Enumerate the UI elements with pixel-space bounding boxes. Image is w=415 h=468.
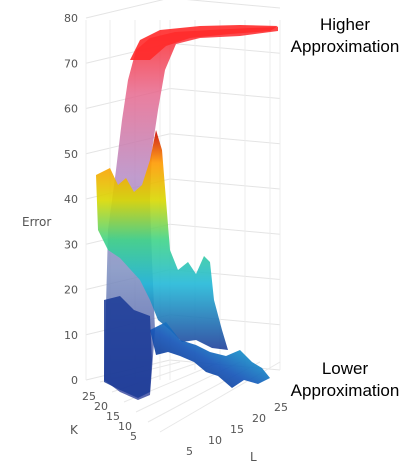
k-tick-label-1: 20 <box>94 400 108 413</box>
z-grid-right-5 <box>169 133 281 145</box>
l-tick-label-4: 25 <box>274 401 288 414</box>
l-tick-label-3: 20 <box>252 412 266 425</box>
surface-ridge-mid <box>96 130 228 350</box>
z-grid-right-6 <box>169 88 281 99</box>
annotation-lower: Lower Approximation <box>290 358 400 402</box>
l-tick-label-2: 15 <box>230 423 244 436</box>
z-grid-right-8 <box>186 0 281 9</box>
z-tick-label-1: 10 <box>64 329 78 342</box>
k-tick-label-2: 15 <box>106 410 120 423</box>
annotation-higher-line1: Higher <box>319 15 371 34</box>
k-tick-label-3: 10 <box>118 420 132 433</box>
error-surface <box>96 25 278 400</box>
z-grid-right-4 <box>169 178 281 190</box>
surface-lower <box>150 322 270 388</box>
z-tick-label-7: 70 <box>64 57 78 70</box>
k-tick-label-0: 25 <box>82 390 96 403</box>
l-tick-label-1: 10 <box>208 434 222 447</box>
surface-lower-front <box>104 296 152 398</box>
l-axis-title: L <box>250 450 257 464</box>
l-tick-label-0: 5 <box>186 445 193 458</box>
k-tick-label-4: 5 <box>130 430 137 443</box>
z-tick-label-8: 80 <box>64 12 78 25</box>
annotation-higher-line2: Approximation <box>290 37 400 56</box>
z-tick-label-4: 40 <box>64 193 78 206</box>
annotation-lower-line1: Lower <box>321 359 369 378</box>
z-tick-label-2: 20 <box>64 284 78 297</box>
z-grid-right-7 <box>169 42 281 54</box>
z-grid-left-8 <box>85 0 164 19</box>
z-axis-title: Error <box>22 215 51 229</box>
surface-ridge-top <box>130 25 278 60</box>
annotation-higher: Higher Approximation <box>290 14 400 58</box>
annotation-lower-line2: Approximation <box>290 381 400 400</box>
k-axis-title: K <box>70 423 79 437</box>
z-tick-label-3: 30 <box>64 238 78 251</box>
z-grid-right-3 <box>169 223 281 235</box>
surface-ridge-high <box>104 27 278 400</box>
z-tick-label-6: 60 <box>64 103 78 116</box>
z-tick-label-5: 50 <box>64 148 78 161</box>
z-tick-label-0: 0 <box>71 374 78 387</box>
